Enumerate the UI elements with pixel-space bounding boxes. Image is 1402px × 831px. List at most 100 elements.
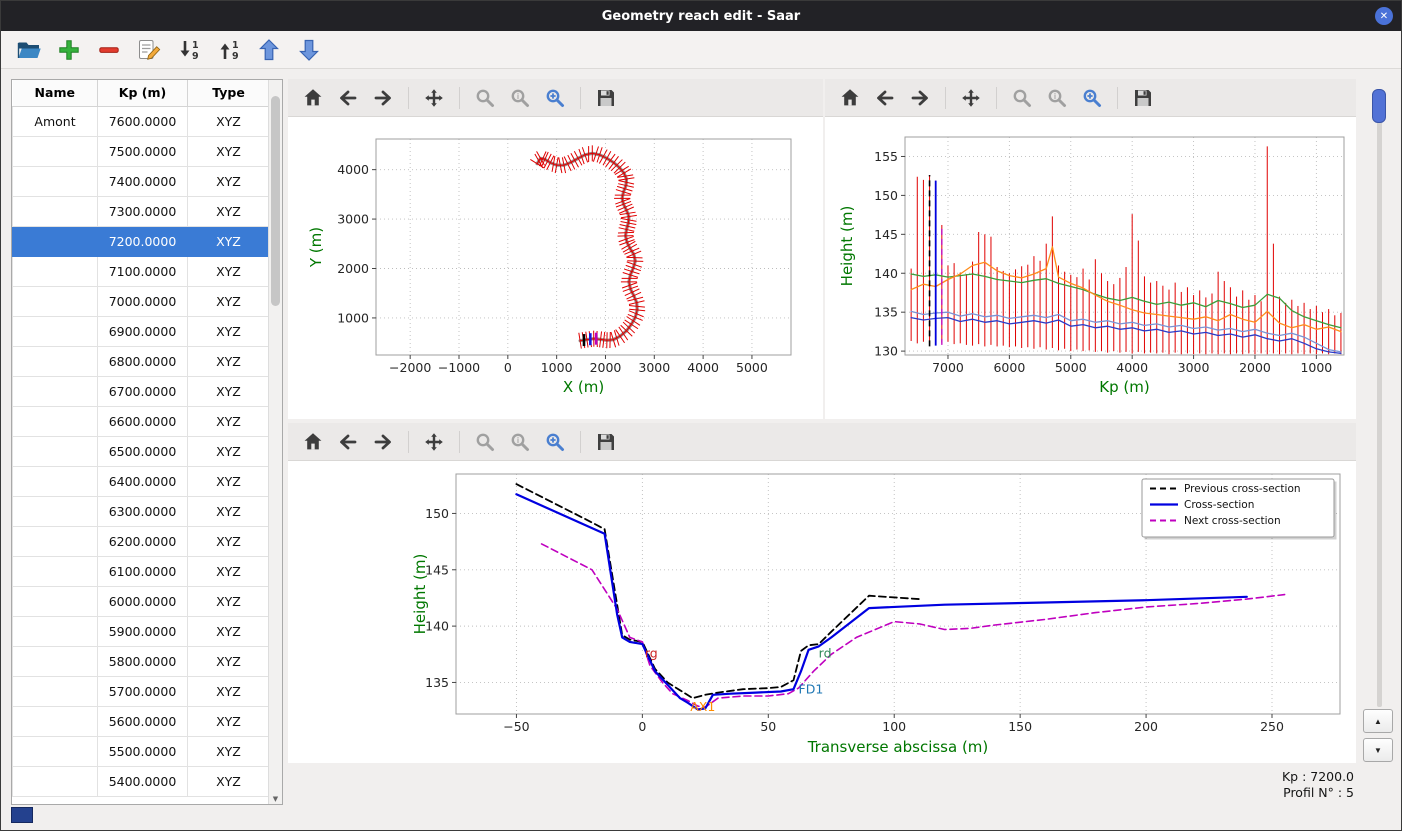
table-row[interactable]: 5800.0000 XYZ [12, 645, 270, 677]
name-cell[interactable] [12, 405, 98, 437]
zoom-region-button[interactable] [1077, 83, 1107, 113]
type-cell[interactable]: XYZ [187, 435, 270, 467]
kp-cell[interactable]: 6300.0000 [97, 495, 188, 527]
kp-cell[interactable]: 7300.0000 [97, 195, 188, 227]
forward-button[interactable] [368, 83, 398, 113]
name-cell[interactable] [12, 525, 98, 557]
table-row[interactable]: Amont 7600.0000 XYZ [12, 105, 270, 137]
name-cell[interactable] [12, 495, 98, 527]
table-scrollbar[interactable]: ▼ [268, 80, 282, 804]
column-header-name[interactable]: Name [12, 80, 98, 107]
table-row[interactable]: 6100.0000 XYZ [12, 555, 270, 587]
zoom-info-button[interactable]: i [505, 83, 535, 113]
kp-cell[interactable]: 5600.0000 [97, 705, 188, 737]
table-row[interactable]: 7100.0000 XYZ [12, 255, 270, 287]
type-cell[interactable]: XYZ [187, 525, 270, 557]
type-cell[interactable]: XYZ [187, 105, 270, 137]
back-button[interactable] [333, 427, 363, 457]
pan-button[interactable] [419, 427, 449, 457]
table-row[interactable]: 6200.0000 XYZ [12, 525, 270, 557]
table-row[interactable]: 5900.0000 XYZ [12, 615, 270, 647]
add-cross-section-button[interactable] [53, 34, 85, 66]
forward-button[interactable] [368, 427, 398, 457]
move-up-button[interactable] [253, 34, 285, 66]
kp-cell[interactable]: 6100.0000 [97, 555, 188, 587]
kp-cell[interactable]: 6900.0000 [97, 315, 188, 347]
home-button[interactable] [298, 427, 328, 457]
kp-cell[interactable]: 7400.0000 [97, 165, 188, 197]
kp-cell[interactable]: 6600.0000 [97, 405, 188, 437]
type-cell[interactable]: XYZ [187, 645, 270, 677]
remove-cross-section-button[interactable] [93, 34, 125, 66]
name-cell[interactable] [12, 555, 98, 587]
type-cell[interactable]: XYZ [187, 615, 270, 647]
table-row[interactable]: 6900.0000 XYZ [12, 315, 270, 347]
titlebar[interactable]: Geometry reach edit - Saar ✕ [1, 1, 1401, 31]
save-button[interactable] [591, 83, 621, 113]
name-cell[interactable] [12, 315, 98, 347]
name-cell[interactable] [12, 465, 98, 497]
kp-cell[interactable]: 5500.0000 [97, 735, 188, 767]
pan-button[interactable] [956, 83, 986, 113]
type-cell[interactable]: XYZ [187, 555, 270, 587]
edit-cross-section-button[interactable] [133, 34, 165, 66]
name-cell[interactable] [12, 675, 98, 707]
type-cell[interactable]: XYZ [187, 285, 270, 317]
close-button[interactable]: ✕ [1375, 7, 1393, 25]
type-cell[interactable]: XYZ [187, 315, 270, 347]
type-cell[interactable]: XYZ [187, 705, 270, 737]
table-row[interactable]: 6500.0000 XYZ [12, 435, 270, 467]
table-row[interactable]: 7400.0000 XYZ [12, 165, 270, 197]
type-cell[interactable]: XYZ [187, 255, 270, 287]
name-cell[interactable] [12, 645, 98, 677]
table-row[interactable]: 7200.0000 XYZ [12, 225, 270, 257]
zoom-button[interactable] [1007, 83, 1037, 113]
zoom-button[interactable] [470, 427, 500, 457]
kp-cell[interactable]: 7600.0000 [97, 105, 188, 137]
cross-section-chart[interactable]: −50 0 50 100 150 200 250 135 140 145 150 Transverse… [288, 461, 1356, 763]
back-button[interactable] [870, 83, 900, 113]
plan-view-chart[interactable]: −2000 −1000 0 1000 2000 3000 4000 5000 1000 2000 3… [288, 117, 823, 419]
table-row[interactable]: 6000.0000 XYZ [12, 585, 270, 617]
profile-slider-groove[interactable] [1377, 89, 1382, 707]
open-file-button[interactable] [13, 34, 45, 66]
type-cell[interactable]: XYZ [187, 345, 270, 377]
zoom-info-button[interactable]: i [1042, 83, 1072, 113]
save-button[interactable] [591, 427, 621, 457]
table-row[interactable]: 6400.0000 XYZ [12, 465, 270, 497]
zoom-region-button[interactable] [540, 83, 570, 113]
name-cell[interactable] [12, 615, 98, 647]
save-button[interactable] [1128, 83, 1158, 113]
table-scrollbar-thumb[interactable] [271, 96, 280, 306]
move-down-button[interactable] [293, 34, 325, 66]
type-cell[interactable]: XYZ [187, 585, 270, 617]
scrollbar-down-arrow[interactable]: ▼ [272, 795, 279, 803]
name-cell[interactable] [12, 735, 98, 767]
type-cell[interactable]: XYZ [187, 135, 270, 167]
longitudinal-profile-chart[interactable]: 7000 6000 5000 4000 3000 2000 1000 130 135 140 145… [825, 117, 1356, 419]
table-row[interactable]: 6600.0000 XYZ [12, 405, 270, 437]
kp-cell[interactable]: 5400.0000 [97, 765, 188, 797]
type-cell[interactable]: XYZ [187, 765, 270, 797]
table-row[interactable]: 6700.0000 XYZ [12, 375, 270, 407]
kp-cell[interactable]: 7000.0000 [97, 285, 188, 317]
kp-cell[interactable]: 5700.0000 [97, 675, 188, 707]
name-cell[interactable] [12, 255, 98, 287]
table-row[interactable]: 5500.0000 XYZ [12, 735, 270, 767]
type-cell[interactable]: XYZ [187, 375, 270, 407]
home-button[interactable] [835, 83, 865, 113]
table-row[interactable]: 6800.0000 XYZ [12, 345, 270, 377]
kp-cell[interactable]: 5800.0000 [97, 645, 188, 677]
home-button[interactable] [298, 83, 328, 113]
profile-slider-handle[interactable] [1372, 89, 1386, 123]
type-cell[interactable]: XYZ [187, 495, 270, 527]
table-row[interactable]: 7300.0000 XYZ [12, 195, 270, 227]
kp-cell[interactable]: 6200.0000 [97, 525, 188, 557]
next-profile-button[interactable]: ▼ [1363, 738, 1393, 762]
zoom-button[interactable] [470, 83, 500, 113]
zoom-info-button[interactable]: i [505, 427, 535, 457]
table-row[interactable]: 7000.0000 XYZ [12, 285, 270, 317]
pan-button[interactable] [419, 83, 449, 113]
